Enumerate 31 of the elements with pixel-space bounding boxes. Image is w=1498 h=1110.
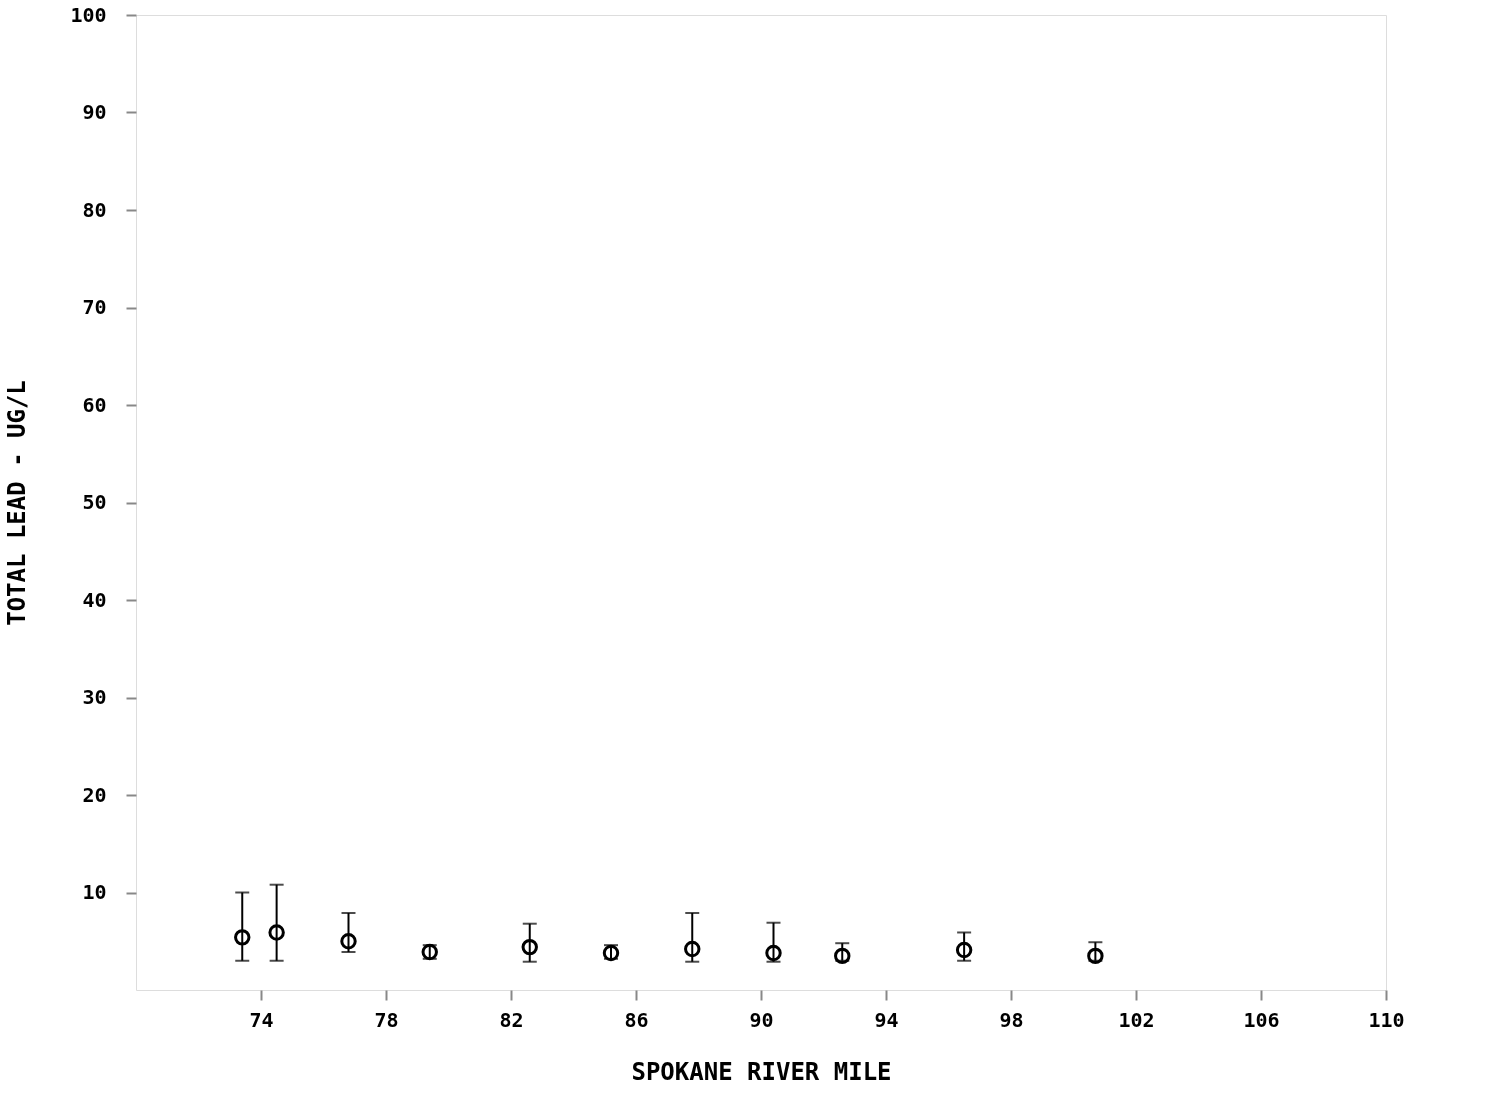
y-tick-label: 70 (82, 295, 107, 319)
y-tick-label: 10 (82, 880, 107, 904)
x-tick-label: 106 (1243, 1007, 1280, 1032)
y-tick-label: 100 (70, 2, 107, 27)
point (765, 944, 782, 962)
point (834, 947, 851, 965)
x-tick-label: 74 (249, 1007, 274, 1032)
x-tick-label: 86 (624, 1007, 649, 1032)
point (955, 941, 973, 959)
point (340, 933, 357, 950)
y-tick-label: 90 (82, 100, 107, 124)
x-tick-label: 82 (499, 1007, 524, 1032)
point (234, 929, 251, 946)
y-tick-label: 40 (82, 587, 107, 612)
x-tick-label: 78 (374, 1007, 399, 1032)
point (521, 938, 538, 956)
y-tick-label: 20 (82, 782, 107, 807)
y-tick-label: 50 (82, 490, 107, 514)
point (268, 924, 285, 941)
x-tick-label: 90 (749, 1007, 774, 1032)
y-tick-label: 80 (82, 197, 107, 222)
y-axis-title: TOTAL LEAD - UG/L (3, 380, 32, 626)
x-tick-label: 98 (999, 1007, 1024, 1032)
y-tick-label: 60 (82, 392, 107, 417)
x-tick-label: 110 (1368, 1007, 1405, 1032)
point (684, 940, 701, 958)
x-tick-label: 94 (874, 1007, 899, 1032)
y-tick-label: 30 (82, 685, 107, 709)
point (1087, 947, 1104, 965)
x-tick-label: 102 (1118, 1007, 1155, 1032)
x-axis-title: SPOKANE RIVER MILE (631, 1057, 892, 1086)
